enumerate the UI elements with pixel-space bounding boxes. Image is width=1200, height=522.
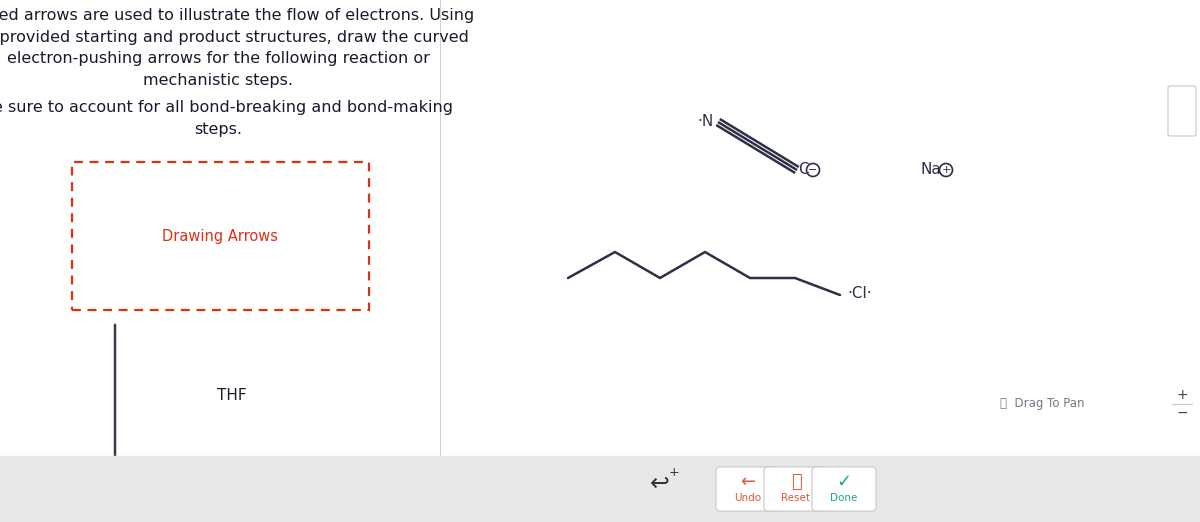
- Text: ✓: ✓: [836, 473, 852, 491]
- Text: Na: Na: [920, 162, 941, 177]
- Text: 👋  Drag To Pan: 👋 Drag To Pan: [1000, 397, 1085, 410]
- Bar: [0, 456, 1200, 522]
- Text: C: C: [798, 162, 809, 177]
- Text: Undo: Undo: [734, 493, 762, 503]
- Text: ·N: ·N: [697, 114, 714, 129]
- Text: −: −: [1176, 406, 1188, 420]
- Text: ↩: ↩: [650, 472, 670, 496]
- Text: −: −: [809, 165, 817, 175]
- Text: +: +: [1176, 388, 1188, 402]
- Text: Be sure to account for all bond-breaking and bond-making
steps.: Be sure to account for all bond-breaking…: [0, 100, 454, 137]
- FancyBboxPatch shape: [764, 467, 828, 511]
- Text: +: +: [941, 165, 950, 175]
- Text: Drawing Arrows: Drawing Arrows: [162, 229, 278, 243]
- Text: +: +: [668, 466, 679, 479]
- Text: THF: THF: [217, 387, 247, 402]
- Text: 🗑: 🗑: [791, 473, 802, 491]
- Text: Reset: Reset: [781, 493, 810, 503]
- Text: ∨: ∨: [212, 491, 224, 509]
- FancyBboxPatch shape: [1168, 86, 1196, 136]
- FancyBboxPatch shape: [716, 467, 780, 511]
- Text: ·Cl·: ·Cl·: [847, 287, 871, 302]
- Text: Curved arrows are used to illustrate the flow of electrons. Using
the provided s: Curved arrows are used to illustrate the…: [0, 8, 475, 88]
- Text: Done: Done: [830, 493, 858, 503]
- FancyBboxPatch shape: [812, 467, 876, 511]
- Text: ←: ←: [740, 473, 756, 491]
